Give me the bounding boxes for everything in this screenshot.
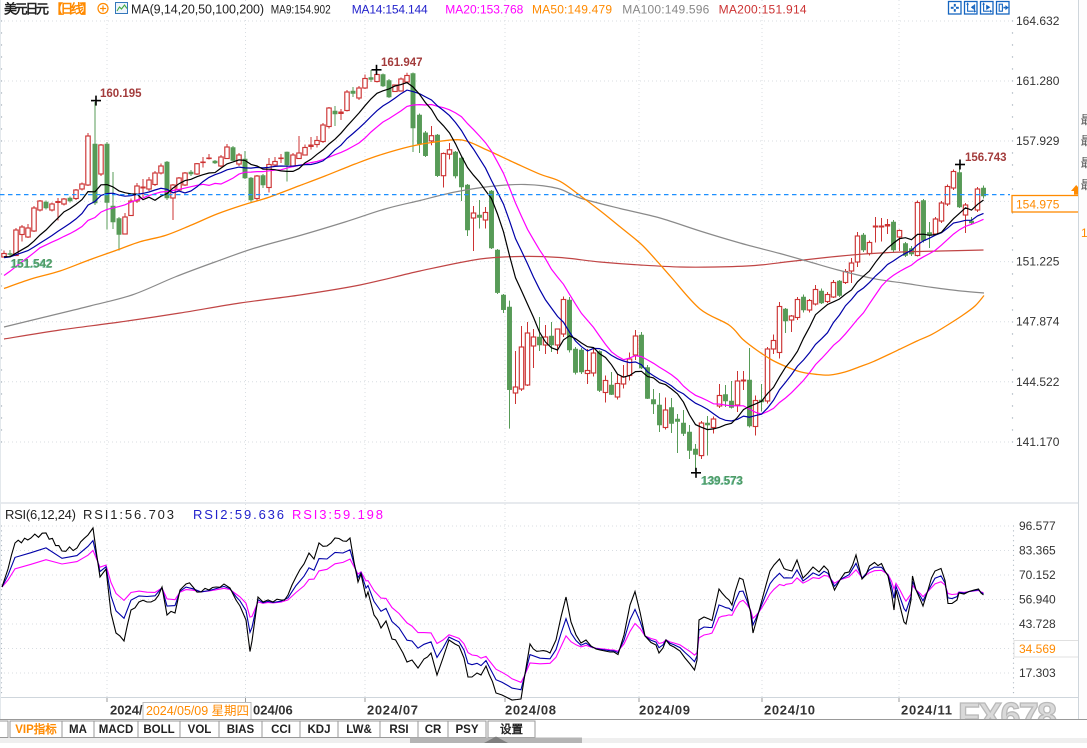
svg-text:MA9:154.902: MA9:154.902 bbox=[271, 3, 331, 17]
svg-text:161.280: 161.280 bbox=[1016, 74, 1060, 88]
svg-text:141.170: 141.170 bbox=[1016, 435, 1060, 449]
svg-text:最: 最 bbox=[1081, 178, 1087, 192]
svg-text:024/06: 024/06 bbox=[253, 703, 293, 718]
svg-text:MA200:151.914: MA200:151.914 bbox=[719, 3, 807, 17]
svg-text:BIAS: BIAS bbox=[227, 724, 255, 736]
svg-text:56.940: 56.940 bbox=[1019, 593, 1056, 607]
svg-text:34.569: 34.569 bbox=[1019, 642, 1056, 656]
svg-text:RSI(6,12,24): RSI(6,12,24) bbox=[5, 507, 76, 522]
svg-text:139.573: 139.573 bbox=[702, 476, 744, 488]
svg-text:VOL: VOL bbox=[188, 724, 212, 736]
svg-text:BOLL: BOLL bbox=[143, 724, 174, 736]
svg-text:KDJ: KDJ bbox=[307, 724, 330, 736]
svg-text:157.929: 157.929 bbox=[1016, 134, 1060, 148]
svg-text:144.522: 144.522 bbox=[1016, 375, 1060, 389]
svg-text:2024/10: 2024/10 bbox=[764, 703, 815, 718]
svg-text:156.743: 156.743 bbox=[965, 152, 1007, 164]
svg-text:美元日元: 美元日元 bbox=[4, 2, 49, 17]
svg-text:RSI3:59.198: RSI3:59.198 bbox=[292, 507, 383, 522]
svg-text:PSY: PSY bbox=[455, 724, 478, 736]
svg-text:83.365: 83.365 bbox=[1019, 544, 1056, 558]
svg-text:151.542: 151.542 bbox=[11, 259, 53, 271]
svg-text:LW&: LW& bbox=[346, 724, 372, 736]
svg-text:RSI2:59.636: RSI2:59.636 bbox=[193, 507, 284, 522]
svg-text:160.195: 160.195 bbox=[100, 88, 142, 100]
svg-text:【日线】: 【日线】 bbox=[50, 2, 94, 17]
svg-text:70.152: 70.152 bbox=[1019, 568, 1056, 582]
svg-text:2024/05/09 星期四: 2024/05/09 星期四 bbox=[146, 704, 249, 718]
svg-text:VIP指标: VIP指标 bbox=[15, 722, 57, 736]
svg-text:17.303: 17.303 bbox=[1019, 666, 1056, 680]
svg-text:147.874: 147.874 bbox=[1016, 315, 1060, 329]
svg-text:最: 最 bbox=[1081, 134, 1087, 148]
svg-text:MA14:154.144: MA14:154.144 bbox=[352, 3, 428, 17]
svg-text:151.225: 151.225 bbox=[1016, 255, 1060, 269]
svg-text:2024/11: 2024/11 bbox=[901, 703, 952, 718]
svg-text:1: 1 bbox=[1081, 226, 1087, 240]
svg-text:RSI1:56.703: RSI1:56.703 bbox=[83, 507, 174, 522]
svg-text:2024/(: 2024/( bbox=[110, 703, 148, 718]
svg-text:164.632: 164.632 bbox=[1016, 14, 1060, 28]
svg-text:96.577: 96.577 bbox=[1019, 519, 1056, 533]
svg-text:RSI: RSI bbox=[389, 724, 408, 736]
svg-text:MA(9,14,20,50,100,200): MA(9,14,20,50,100,200) bbox=[131, 3, 264, 17]
svg-text:MA: MA bbox=[69, 724, 87, 736]
svg-text:43.728: 43.728 bbox=[1019, 617, 1056, 631]
svg-text:最: 最 bbox=[1081, 156, 1087, 170]
svg-text:2024/07: 2024/07 bbox=[367, 703, 418, 718]
svg-text:最: 最 bbox=[1081, 113, 1087, 127]
svg-text:154.975: 154.975 bbox=[1016, 198, 1060, 212]
svg-text:设置: 设置 bbox=[500, 722, 523, 736]
svg-text:MA50:149.479: MA50:149.479 bbox=[532, 3, 612, 17]
svg-text:MA100:149.596: MA100:149.596 bbox=[622, 3, 709, 17]
svg-text:MA20:153.768: MA20:153.768 bbox=[445, 3, 523, 17]
svg-text:2024/08: 2024/08 bbox=[505, 703, 556, 718]
svg-text:MACD: MACD bbox=[99, 724, 134, 736]
svg-text:2024/09: 2024/09 bbox=[639, 703, 690, 718]
svg-text:CCI: CCI bbox=[271, 724, 291, 736]
svg-text:CR: CR bbox=[425, 724, 442, 736]
svg-text:161.947: 161.947 bbox=[381, 57, 423, 69]
